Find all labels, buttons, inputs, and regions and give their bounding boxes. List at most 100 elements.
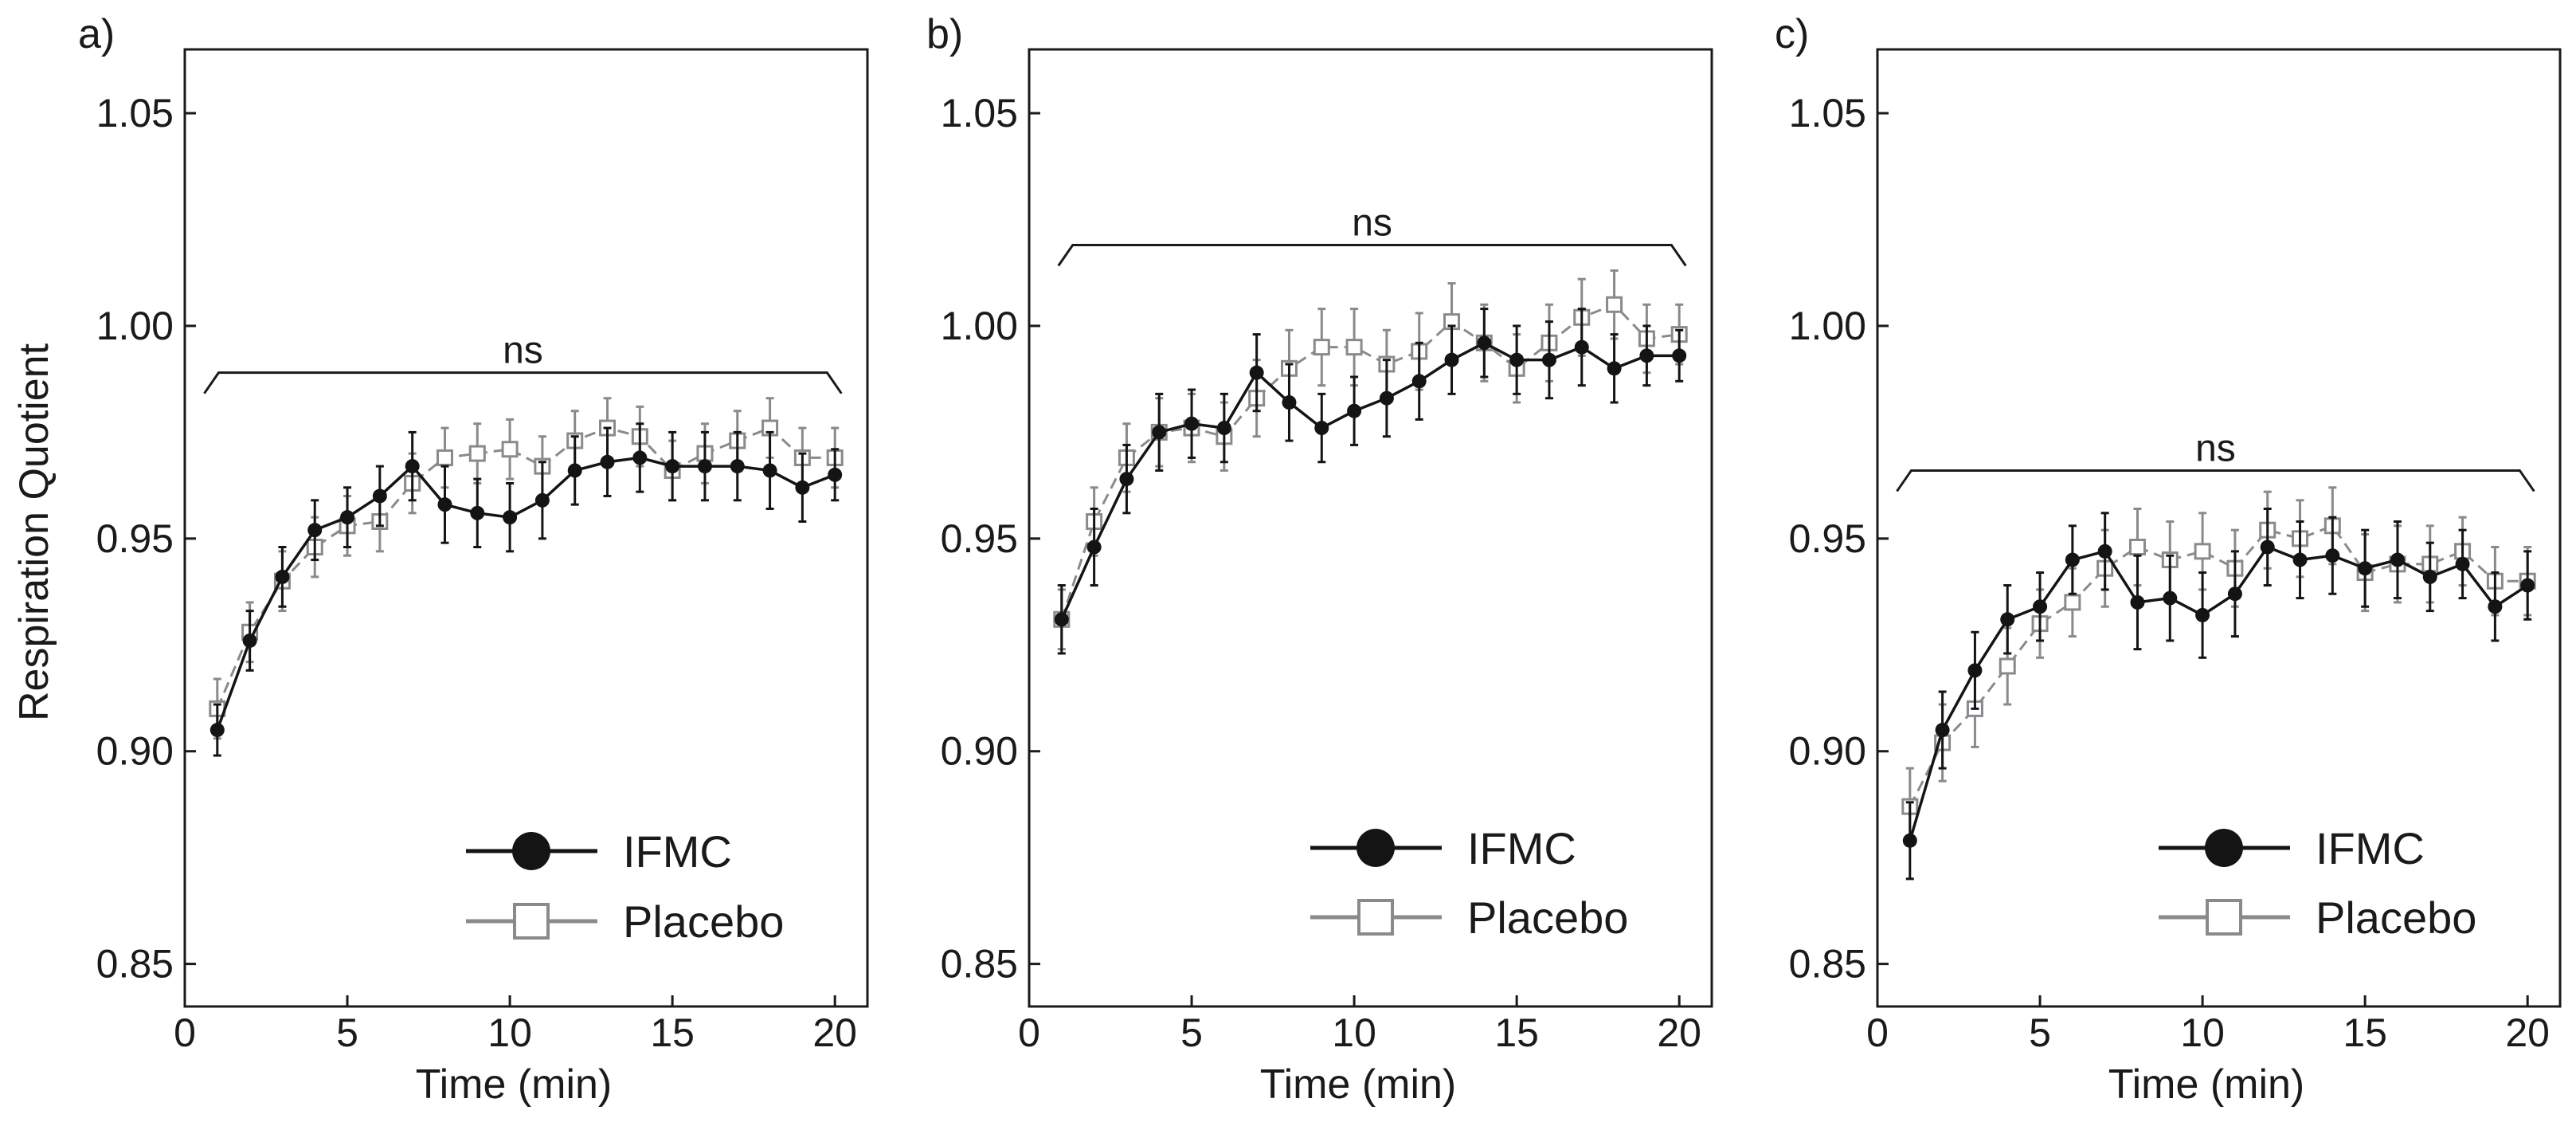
data-point	[1347, 403, 1362, 418]
panel-label: b)	[926, 11, 963, 57]
data-point	[372, 488, 387, 504]
data-point	[2325, 548, 2340, 563]
x-tick-label: 15	[650, 1010, 695, 1055]
y-tick-label: 1.00	[96, 304, 174, 348]
data-point	[1086, 539, 1102, 555]
legend: IFMC Placebo	[1310, 823, 1628, 943]
data-point	[697, 459, 712, 474]
y-tick-label: 0.85	[941, 942, 1018, 987]
chart-panel-b: b) Time (min) IFMC Placebo 0 5 10 15 20 0.85 0…	[926, 11, 1713, 1108]
data-point	[275, 569, 290, 584]
panel-label: c)	[1775, 11, 1809, 57]
x-tick-label: 10	[487, 1010, 532, 1055]
data-point	[1216, 421, 1231, 436]
data-point	[632, 450, 648, 465]
data-point	[503, 510, 518, 525]
y-tick-label: 1.00	[1789, 304, 1866, 348]
series-line	[1060, 341, 1680, 620]
x-tick-label: 0	[1866, 1010, 1889, 1055]
data-point	[730, 459, 745, 474]
data-point	[1935, 723, 1950, 738]
data-point	[209, 723, 225, 738]
significance-bracket	[1896, 469, 2535, 492]
chart-panel-a: a) Time (min) IFMC Placebo 0 5 10 15 20 0.85 0…	[78, 11, 869, 1108]
data-point	[2455, 556, 2470, 571]
series-ifmc	[1054, 308, 1687, 655]
data-point	[1345, 339, 1363, 356]
data-point	[2163, 590, 2178, 606]
x-tick-label: 0	[1018, 1010, 1040, 1055]
legend: IFMC Placebo	[2159, 823, 2476, 943]
legend-ifmc-label: IFMC	[623, 826, 732, 877]
data-point	[1639, 348, 1654, 363]
data-point	[2292, 552, 2308, 567]
y-tick-label: 0.95	[96, 516, 174, 561]
series-placebo	[209, 397, 844, 740]
legend-ifmc-label: IFMC	[2316, 823, 2425, 873]
data-point	[1184, 416, 1200, 431]
legend-ifmc-label: IFMC	[1467, 823, 1576, 873]
data-point	[1541, 352, 1556, 367]
y-tick-label: 1.05	[96, 91, 174, 135]
data-point	[534, 492, 550, 508]
data-point	[1672, 348, 1687, 363]
plot-frame	[183, 48, 869, 1008]
legend-ifmc-marker	[2205, 829, 2243, 867]
significance-label: ns	[503, 330, 543, 372]
data-point	[1509, 352, 1525, 367]
data-point	[2194, 543, 2211, 560]
significance-label: ns	[1352, 202, 1392, 245]
plot-frame	[1876, 48, 2562, 1008]
data-point	[1314, 421, 1329, 436]
y-axis-label: Respiration Quotient	[11, 343, 57, 721]
data-point	[468, 445, 486, 462]
data-point	[1054, 612, 1069, 627]
data-point	[1967, 663, 1983, 678]
data-point	[307, 523, 323, 538]
legend-placebo-marker	[1357, 899, 1394, 936]
x-tick-label: 10	[2180, 1010, 2225, 1055]
y-tick-label: 0.85	[96, 942, 174, 987]
y-tick-label: 0.90	[1789, 729, 1866, 774]
data-point	[437, 497, 452, 512]
x-tick-label: 15	[1494, 1010, 1539, 1055]
legend: IFMC Placebo	[466, 826, 784, 947]
data-point	[242, 633, 257, 648]
data-point	[2390, 552, 2405, 567]
x-tick-label: 5	[336, 1010, 358, 1055]
plot-frame	[1028, 48, 1713, 1008]
y-tick-label: 1.05	[941, 91, 1018, 135]
series-ifmc	[1902, 507, 2535, 881]
chart-panel-c: c) Time (min) IFMC Placebo 0 5 10 15 20 0.85 0…	[1775, 11, 2562, 1108]
y-tick-label: 0.95	[941, 516, 1018, 561]
data-point	[665, 459, 680, 474]
legend-placebo-label: Placebo	[1467, 893, 1628, 943]
data-point	[795, 480, 810, 495]
series-placebo	[1901, 486, 2536, 846]
data-point	[1411, 374, 1427, 389]
panel-label: a)	[78, 11, 115, 57]
x-tick-label: 0	[174, 1010, 196, 1055]
x-axis-label: Time (min)	[1260, 1061, 1457, 1108]
data-point	[2227, 587, 2242, 602]
y-tick-label: 1.05	[1789, 91, 1866, 135]
data-point	[2520, 578, 2535, 593]
data-point	[1249, 365, 1264, 380]
x-axis-label: Time (min)	[416, 1061, 613, 1108]
significance-bracket	[203, 371, 843, 394]
data-point	[1999, 657, 2016, 675]
data-point	[2195, 607, 2210, 622]
x-tick-label: 10	[1332, 1010, 1376, 1055]
data-point	[2065, 552, 2080, 567]
series-placebo	[1053, 269, 1688, 651]
data-point	[470, 505, 485, 520]
series-line	[1909, 545, 2529, 842]
series-line	[216, 456, 836, 731]
x-tick-label: 20	[812, 1010, 857, 1055]
data-point	[2488, 599, 2503, 614]
x-tick-label: 5	[1180, 1010, 1203, 1055]
data-point	[1607, 361, 1622, 376]
data-point	[2260, 539, 2275, 555]
data-point	[1902, 833, 1917, 848]
data-point	[1379, 390, 1394, 406]
